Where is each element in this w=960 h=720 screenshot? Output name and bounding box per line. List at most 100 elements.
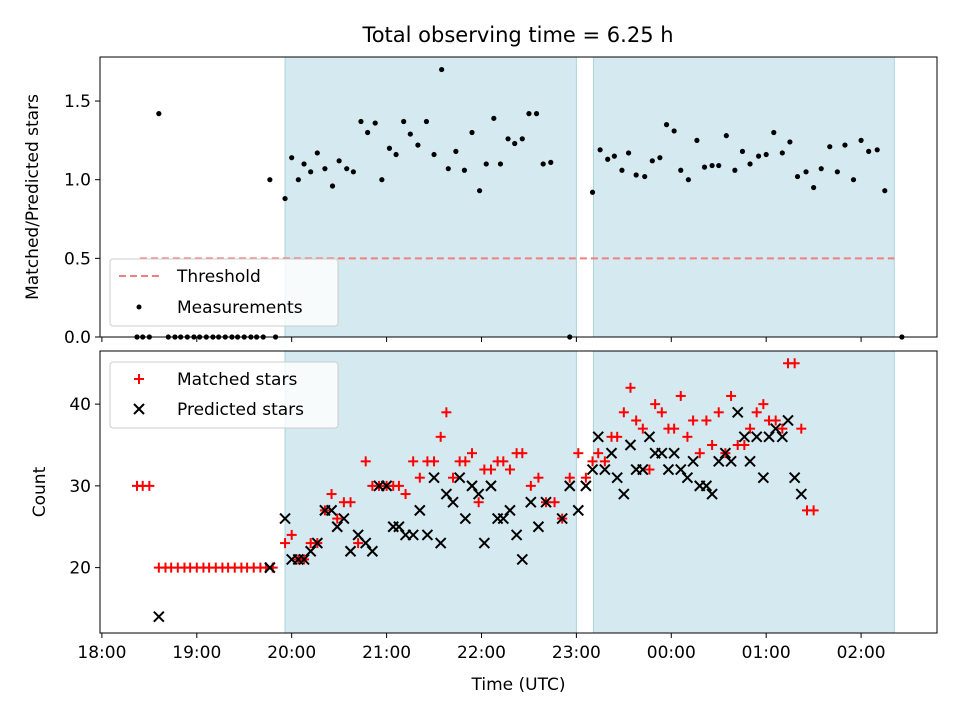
matched-star-point <box>770 415 781 426</box>
predicted-star-point <box>750 431 763 443</box>
predicted-star-point <box>510 529 523 541</box>
matched-star-point <box>612 431 623 442</box>
predicted-star-point <box>338 512 350 525</box>
cross-b <box>763 431 775 443</box>
cross-b <box>393 521 405 533</box>
x-tick-label: 21:00 <box>362 643 411 663</box>
measurement-point <box>365 129 371 136</box>
predicted-star-point <box>611 471 623 484</box>
predicted-star-point <box>599 463 611 476</box>
measurement-point <box>415 142 421 148</box>
matched-star-point <box>631 415 642 426</box>
matched-star-point <box>593 448 604 459</box>
measurement-point <box>533 111 540 117</box>
top-legend: Threshold Measurements <box>109 258 339 327</box>
measurement-point <box>678 167 684 173</box>
matched-star-point <box>345 497 356 508</box>
measurement-point <box>850 177 857 183</box>
measurement-point <box>379 177 385 183</box>
top-y-axis-label: Matched/Predicted stars <box>23 94 43 300</box>
predicted-star-point <box>782 414 794 427</box>
ratio-panel: 0.0 0.5 1.0 1.5 Matched/Predicted stars Thr… <box>23 56 938 348</box>
measurement-point <box>811 184 817 191</box>
predicted-star-point <box>540 496 552 508</box>
matched-star-point <box>745 423 756 434</box>
cross-b <box>592 431 604 443</box>
matched-star-point <box>326 489 337 500</box>
matched-star-point <box>701 415 712 426</box>
predicted-star-point <box>447 496 459 508</box>
cross-b <box>360 537 372 549</box>
x-tick-label: 19:00 <box>172 643 221 663</box>
threshold-legend-label: Threshold <box>176 267 261 287</box>
measurement-point <box>755 153 762 159</box>
measurement-point <box>322 166 328 172</box>
cross-b <box>662 463 675 476</box>
matched-star-point <box>498 456 509 467</box>
cross-b <box>380 480 393 492</box>
cross-b <box>795 488 808 500</box>
matched-star-point <box>637 423 648 434</box>
cross-b <box>656 447 668 459</box>
predicted-legend-swatch <box>133 403 145 415</box>
measurement-point <box>453 148 459 154</box>
cross-b <box>440 488 453 500</box>
measurement-point <box>732 167 738 173</box>
matched-star-point <box>618 407 629 418</box>
matched-star-point <box>688 415 699 426</box>
cross-b <box>344 545 357 557</box>
cross-b <box>564 480 576 492</box>
predicted-star-point <box>556 512 568 525</box>
measurement-point <box>491 115 497 121</box>
predicted-star-point <box>453 471 466 484</box>
figure-title: Total observing time = 6.25 h <box>361 23 673 47</box>
cross-b <box>605 447 618 459</box>
predicted-star-point <box>592 431 604 443</box>
predicted-star-point <box>504 504 516 517</box>
cross-b <box>687 455 699 468</box>
predicted-star-point <box>706 488 718 500</box>
cross-b <box>788 471 801 484</box>
predicted-star-point <box>380 480 393 492</box>
matched-star-point <box>525 480 536 491</box>
matched-star-point <box>707 440 718 450</box>
bottom-y-tick-label: 40 <box>69 395 91 415</box>
measurement-point <box>289 155 295 161</box>
matched-star-point <box>360 456 371 467</box>
cross-b <box>700 480 713 492</box>
ratio-points <box>134 66 905 340</box>
matched-star-point <box>656 407 667 418</box>
predicted-star-point <box>325 504 338 517</box>
measurement-point <box>314 150 320 156</box>
predicted-star-point <box>393 521 405 533</box>
measurement-point <box>267 177 273 183</box>
predicted-star-point <box>618 488 630 500</box>
predicted-star-point <box>605 447 618 459</box>
bottom-axis-ticks: 18:00 19:00 20:00 21:00 22:00 23:00 00:00 01:00… <box>69 395 885 663</box>
measurement-point <box>642 173 648 180</box>
matched-star-point <box>517 448 528 459</box>
bottom-y-axis-label: Count <box>30 466 50 517</box>
predicted-star-point <box>311 537 324 549</box>
predicted-star-point <box>719 447 732 459</box>
predicted-star-point <box>572 504 584 517</box>
matched-star-point <box>408 456 419 467</box>
cross-b <box>532 521 545 533</box>
measurement-point <box>445 166 451 172</box>
predicted-star-point <box>344 545 357 557</box>
measurement-point <box>747 161 753 167</box>
matched-star-point <box>400 489 411 500</box>
predicted-star-point <box>331 521 343 533</box>
matched-star-point <box>644 464 655 475</box>
measurement-point <box>519 136 525 142</box>
cross-b <box>769 422 782 435</box>
matched-star-point <box>713 407 724 418</box>
cross-b <box>298 553 310 566</box>
cross-b <box>338 512 350 525</box>
cross-b <box>428 471 440 484</box>
matched-star-point <box>599 456 610 467</box>
measurement-point <box>611 153 617 159</box>
cross-b <box>504 504 516 517</box>
cross-b <box>572 504 584 517</box>
